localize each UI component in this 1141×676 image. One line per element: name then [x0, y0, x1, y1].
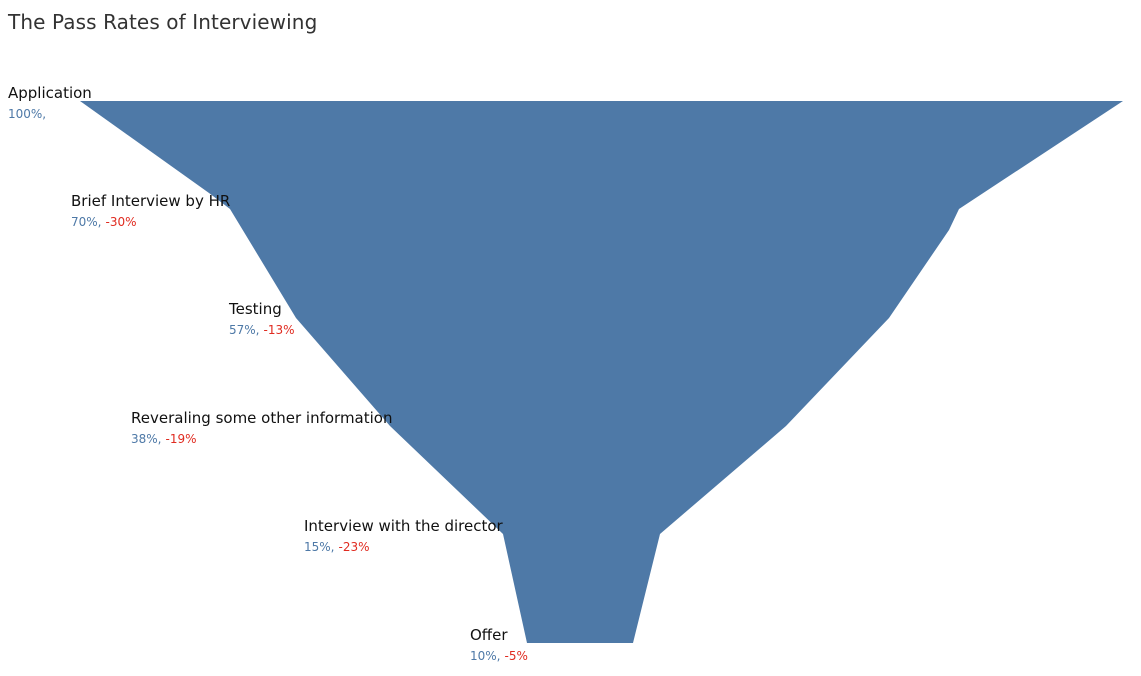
funnel-area	[80, 101, 1123, 643]
stage-change: -19%	[166, 432, 197, 446]
stage-label: Interview with the director	[304, 517, 504, 535]
stage-percent: 70%,	[71, 215, 102, 229]
stage-value-label: 57%, -13%	[229, 323, 295, 337]
stage-label: Application	[8, 84, 92, 102]
stage-percent: 38%,	[131, 432, 162, 446]
stage-change: -30%	[106, 215, 137, 229]
stage-change: -23%	[339, 540, 370, 554]
stage-label: Brief Interview by HR	[71, 192, 230, 210]
stage-label: Offer	[470, 626, 508, 644]
stage-value-label: 10%, -5%	[470, 649, 528, 663]
stage-percent: 15%,	[304, 540, 335, 554]
chart-title: The Pass Rates of Interviewing	[8, 10, 318, 34]
stage-change: -5%	[505, 649, 528, 663]
stage-percent: 100%,	[8, 107, 46, 121]
stage-percent: 10%,	[470, 649, 501, 663]
stage-labels: Application 100%, Brief Interview by HR 70%…	[8, 84, 528, 663]
stage-value-label: 15%, -23%	[304, 540, 370, 554]
stage-value-label: 70%, -30%	[71, 215, 137, 229]
stage-label: Testing	[228, 300, 282, 318]
stage-change: -13%	[264, 323, 295, 337]
stage-percent: 57%,	[229, 323, 260, 337]
stage-value-label: 38%, -19%	[131, 432, 197, 446]
stage-label: Reveraling some other information	[131, 409, 392, 427]
stage-value-label: 100%,	[8, 107, 46, 121]
